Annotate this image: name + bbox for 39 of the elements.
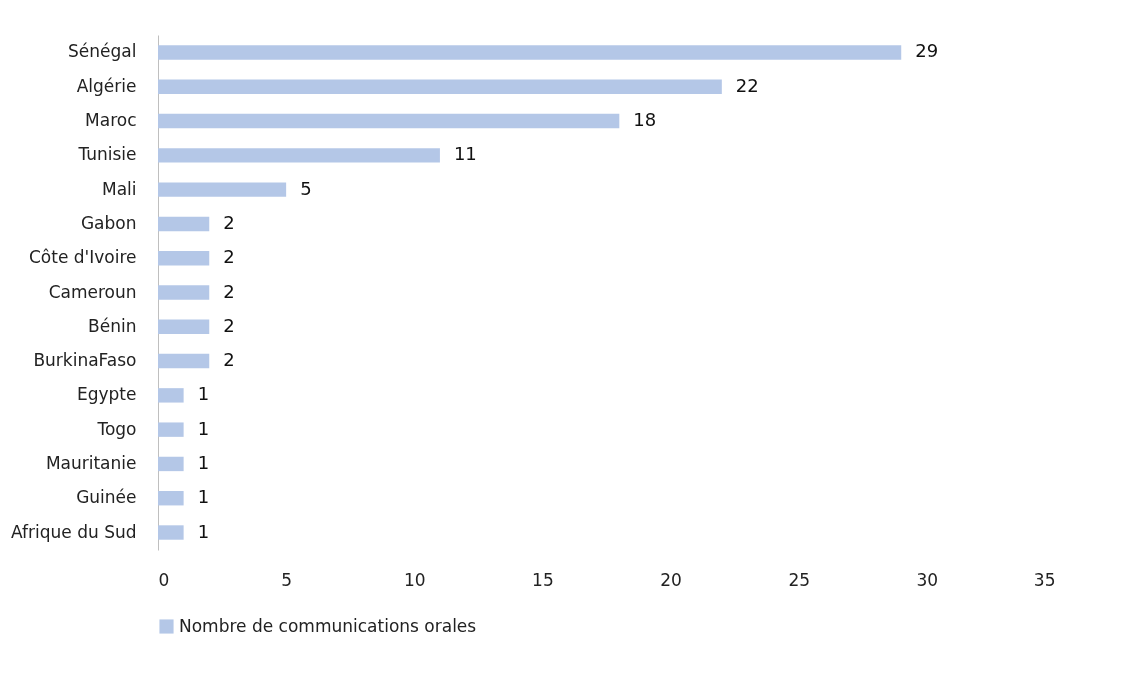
data-label: 2 [223,246,235,268]
data-label: 2 [223,314,235,336]
x-tick-label: 5 [281,569,293,590]
data-label: 2 [223,211,235,233]
data-label: 2 [223,349,235,371]
x-tick-label: 15 [532,569,554,590]
data-label: 2 [223,280,235,302]
x-tick-label: 25 [788,569,811,590]
y-tick-label: BurkinaFaso [33,350,137,371]
data-label: 22 [735,74,759,96]
y-tick-label: Bénin [88,315,137,336]
data-label: 11 [453,143,477,165]
legend-label: Nombre de communications orales [179,615,477,636]
data-label: 1 [197,451,210,473]
y-tick-label: Mali [101,178,137,199]
y-tick-label: Guinée [76,487,137,508]
y-tick-label: Algérie [76,75,137,96]
y-tick-label: Maroc [85,110,137,131]
data-label: 1 [197,520,210,542]
x-tick-label: 10 [403,569,426,590]
data-label: 5 [300,177,312,199]
y-tick-label: Côte d'Ivoire [28,247,137,268]
data-label: 1 [197,383,210,405]
y-tick-label: Egypte [76,384,137,405]
y-tick-label: Cameroun [48,281,137,302]
x-tick-label: 35 [1033,569,1056,590]
data-label: 18 [633,109,657,131]
data-label: 1 [197,417,210,439]
x-tick-label: 30 [916,569,939,590]
x-tick-label: 0 [158,569,170,590]
y-tick-label: Sénégal [68,41,137,62]
y-tick-label: Togo [96,418,137,439]
data-label: 1 [197,486,210,508]
y-tick-label: Tunisie [77,144,137,165]
y-tick-label: Afrique du Sud [11,521,137,542]
x-tick-label: 20 [660,569,682,590]
data-label: 29 [915,40,939,62]
y-tick-label: Gabon [80,212,137,233]
y-tick-label: Mauritanie [45,452,137,473]
